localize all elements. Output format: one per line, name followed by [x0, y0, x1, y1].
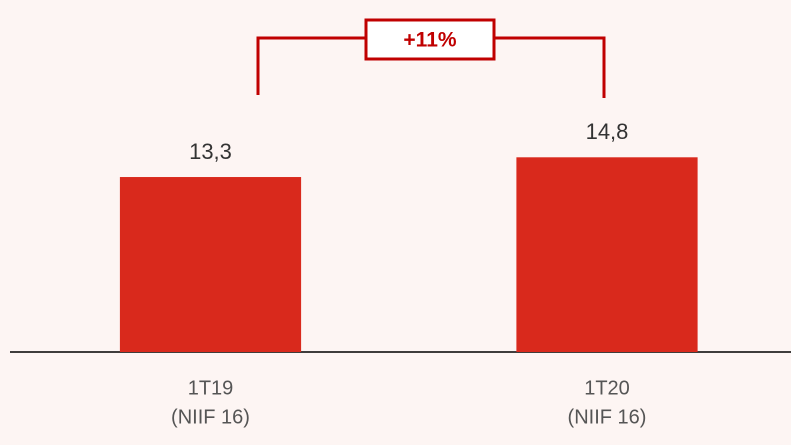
bracket-left — [256, 36, 366, 95]
value-label: 13,3 — [189, 139, 232, 164]
value-label: 14,8 — [586, 119, 629, 144]
x-tick-label: (NIIF 16) — [568, 406, 647, 428]
bar — [119, 177, 302, 352]
x-tick-label: 1T20 — [584, 377, 630, 399]
bracket-right — [494, 36, 606, 98]
x-tick-label: (NIIF 16) — [171, 406, 250, 428]
x-tick-label: 1T19 — [188, 377, 234, 399]
annotation: +11% — [403, 29, 456, 52]
annotation-box — [364, 18, 496, 61]
bar — [516, 157, 698, 352]
